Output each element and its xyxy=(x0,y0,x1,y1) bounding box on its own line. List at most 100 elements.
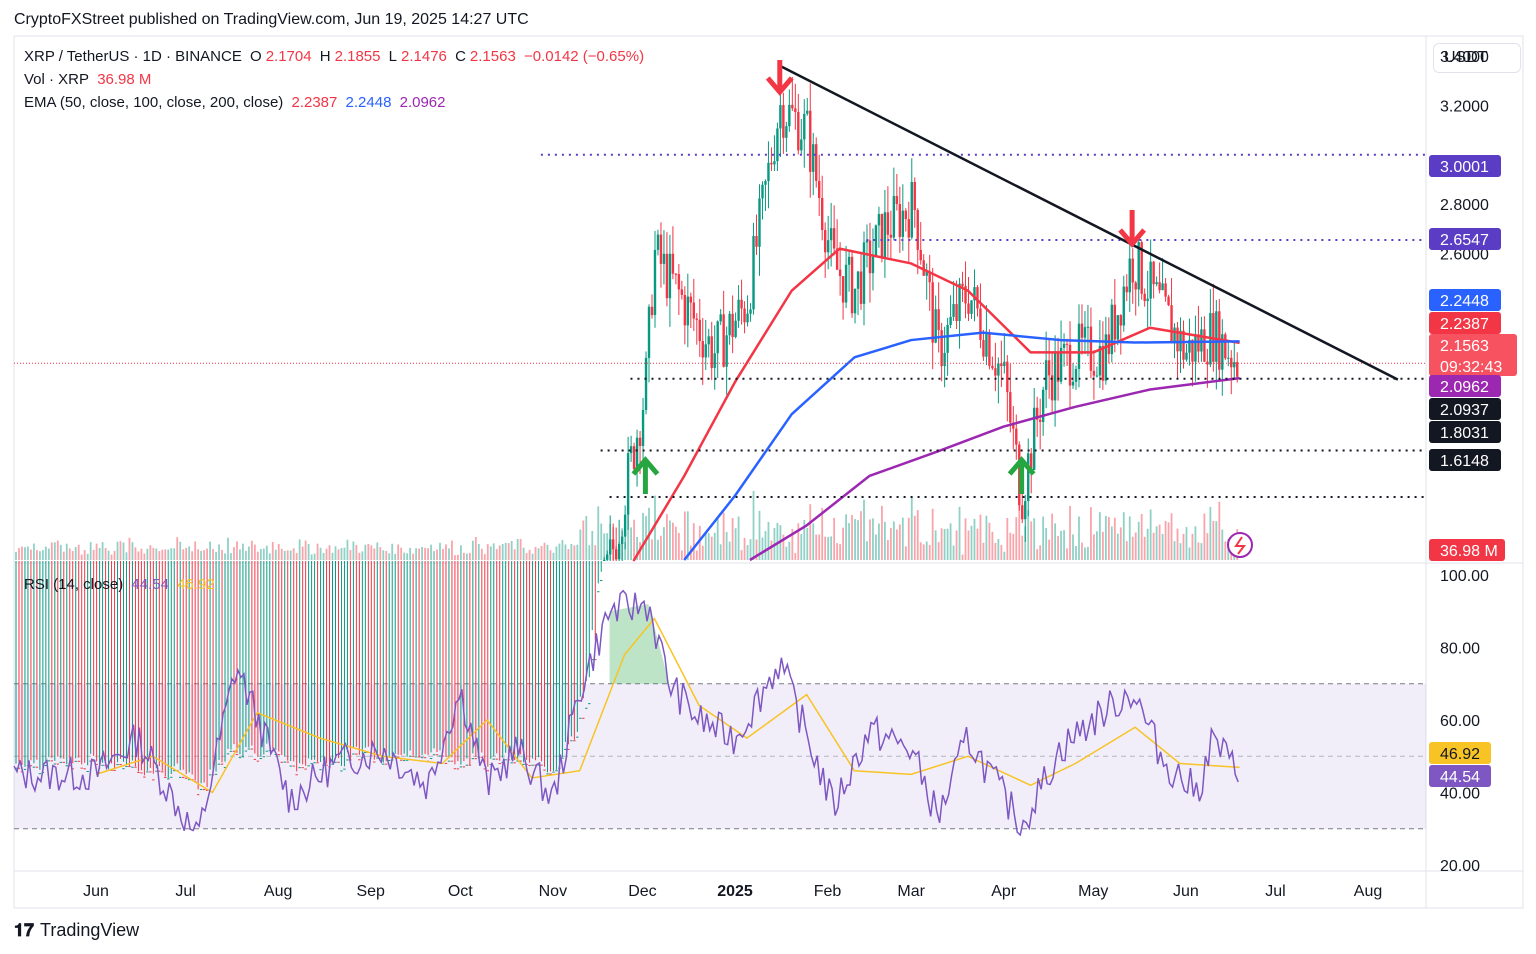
volume-bar xyxy=(373,548,376,560)
volume-bar xyxy=(457,554,459,560)
volume-bar xyxy=(949,523,952,560)
volume-bar xyxy=(1045,528,1048,560)
candle-body xyxy=(86,770,89,772)
candle-body xyxy=(1071,381,1075,386)
volume-bar xyxy=(1033,518,1036,560)
volume-bar xyxy=(845,514,847,560)
candle-body xyxy=(235,754,239,756)
candle-body xyxy=(806,110,809,114)
volume-bar xyxy=(346,539,349,560)
volume-label[interactable]: Vol · XRP xyxy=(24,71,90,88)
volume-bar xyxy=(340,548,343,560)
candle-body xyxy=(829,228,833,241)
candle-body xyxy=(632,446,636,470)
volume-bar xyxy=(654,495,656,560)
candle-body xyxy=(498,763,501,765)
symbol-title[interactable]: XRP / TetherUS · 1D · BINANCE xyxy=(24,48,242,65)
volume-bar xyxy=(674,526,677,560)
volume-bar xyxy=(319,547,322,560)
candle-body xyxy=(764,181,767,185)
candle-body xyxy=(937,309,940,331)
candle-body xyxy=(29,765,33,767)
candle-body xyxy=(495,758,498,760)
lightning-icon[interactable] xyxy=(1227,532,1253,558)
candle-body xyxy=(510,762,513,764)
volume-bar xyxy=(537,548,540,560)
candle-body xyxy=(1050,375,1054,401)
rsi-label[interactable]: RSI (14, close) xyxy=(24,576,124,593)
candle-body xyxy=(262,756,266,758)
volume-bar xyxy=(1152,532,1155,560)
volume-bar xyxy=(1060,530,1062,560)
candle-body xyxy=(895,196,899,205)
candle-body xyxy=(797,111,800,151)
tradingview-brand[interactable]: 𝟏𝟕 TradingView xyxy=(14,920,139,941)
volume-bar xyxy=(68,548,71,560)
volume-bar xyxy=(248,546,250,560)
volume-bar xyxy=(707,533,710,560)
volume-bar xyxy=(474,537,477,560)
candle-body xyxy=(1009,392,1012,423)
volume-bar xyxy=(301,546,304,560)
volume-bar xyxy=(573,545,576,560)
currency-selector[interactable]: USDT xyxy=(1433,43,1521,73)
green-up-arrow-icon xyxy=(631,456,660,494)
candle-body xyxy=(620,536,624,544)
candle-body xyxy=(1015,428,1018,445)
volume-bar xyxy=(827,536,830,560)
candle-body xyxy=(343,768,346,770)
candle-body xyxy=(250,748,254,750)
volume-bar xyxy=(62,551,65,560)
candle-body xyxy=(617,543,621,560)
candle-body xyxy=(143,776,146,778)
ema-label[interactable]: EMA (50, close, 100, close, 200, close) xyxy=(24,94,284,111)
candle-body xyxy=(417,756,421,758)
volume-bar xyxy=(1104,516,1107,560)
candle-body xyxy=(226,753,230,755)
volume-bar xyxy=(794,553,797,560)
volume-bar xyxy=(125,552,128,560)
candle-body xyxy=(916,210,919,250)
candle-body xyxy=(388,760,391,762)
volume-bar xyxy=(925,541,928,560)
volume-bar xyxy=(215,551,217,560)
volume-bar xyxy=(633,519,635,560)
candle-body xyxy=(823,230,827,253)
arrow-head xyxy=(1118,228,1147,248)
price-tick-label: 2.8000 xyxy=(1440,197,1489,214)
volume-bar xyxy=(403,552,406,560)
candle-body xyxy=(826,240,830,253)
candle-body xyxy=(552,771,555,773)
candle-body xyxy=(462,766,466,768)
candle-body xyxy=(949,316,952,325)
candle-body xyxy=(220,763,224,765)
candle-body xyxy=(232,750,236,752)
volume-bar xyxy=(364,544,367,560)
price-label-value: 3.0001 xyxy=(1440,159,1489,176)
candle-body xyxy=(564,748,567,750)
candle-body xyxy=(1006,361,1009,393)
price-label-value: 2.1563 xyxy=(1440,338,1489,355)
candle-body xyxy=(423,757,427,759)
volume-bar xyxy=(886,540,889,560)
candle-body xyxy=(686,296,690,326)
price-label-box xyxy=(1429,289,1501,311)
arrow-head xyxy=(631,456,660,476)
candle-body xyxy=(874,225,878,257)
volume-bar xyxy=(839,544,842,560)
candle-body xyxy=(355,753,358,755)
volume-bar xyxy=(137,551,140,560)
candle-body xyxy=(202,789,206,791)
volume-bar xyxy=(212,549,214,560)
volume-bar xyxy=(579,529,582,560)
candle-body xyxy=(952,304,955,317)
time-tick-label: Apr xyxy=(991,883,1017,900)
volume-bar xyxy=(71,551,74,560)
volume-bar xyxy=(913,515,916,560)
candle-body xyxy=(770,162,773,165)
candle-body xyxy=(352,753,355,755)
volume-bar xyxy=(1191,533,1194,560)
volume-bar xyxy=(1030,521,1033,560)
candle-body xyxy=(1035,407,1039,420)
